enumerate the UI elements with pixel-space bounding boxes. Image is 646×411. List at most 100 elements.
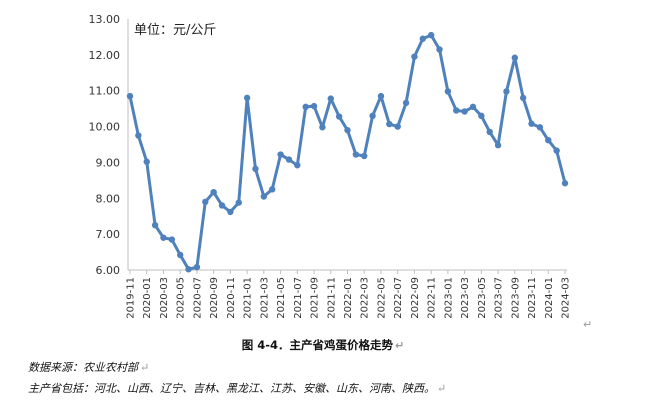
- data-point: [411, 53, 418, 60]
- data-point: [210, 188, 217, 196]
- x-tick-label: 2022-07: [393, 277, 404, 319]
- data-point: [511, 54, 519, 61]
- data-point: [135, 132, 142, 139]
- data-point: [536, 124, 544, 131]
- data-source-note: 数据来源：农业农村部 ↵: [28, 359, 149, 375]
- x-tick-label: 2024-03: [561, 277, 572, 319]
- x-tick-label: 2023-05: [477, 277, 488, 319]
- x-tick-label: 2023-11: [527, 277, 538, 319]
- data-point: [427, 31, 435, 39]
- figure-caption-text: 图 4-4．主产省鸡蛋价格走势: [241, 338, 394, 352]
- return-mark: ↵: [140, 361, 150, 374]
- x-tick-label: 2022-03: [360, 277, 371, 319]
- data-point: [302, 103, 309, 111]
- data-point: [168, 236, 176, 243]
- y-tick-label: 6.00: [96, 264, 121, 277]
- data-point: [269, 186, 276, 193]
- y-tick-label: 13.00: [89, 13, 121, 26]
- x-tick-label: 2021-11: [326, 277, 337, 319]
- data-point: [394, 123, 401, 130]
- data-point: [126, 92, 134, 100]
- y-tick-label: 7.00: [96, 228, 121, 241]
- data-point: [528, 120, 535, 127]
- data-point: [243, 94, 251, 102]
- data-point: [218, 202, 226, 209]
- data-point: [402, 99, 410, 107]
- provinces-note: 主产省包括：河北、山西、辽宁、吉林、黑龙江、江苏、安徽、山东、河南、陕西。 ↵: [28, 380, 446, 396]
- data-point: [436, 46, 443, 53]
- x-tick-label: 2020-09: [209, 277, 220, 319]
- y-tick-label: 11.00: [89, 85, 121, 98]
- data-point: [545, 136, 552, 144]
- x-tick-label: 2023-03: [460, 277, 471, 319]
- data-point: [344, 126, 351, 134]
- data-point: [185, 266, 192, 273]
- x-tick-label: 2020-01: [142, 277, 153, 319]
- data-point: [444, 88, 452, 95]
- data-point: [369, 112, 376, 120]
- data-point: [327, 95, 334, 102]
- data-point: [235, 199, 242, 206]
- data-point: [377, 92, 385, 100]
- data-point: [310, 102, 318, 110]
- data-point: [352, 151, 360, 158]
- data-point: [469, 103, 477, 111]
- data-point: [143, 158, 150, 165]
- figure-caption: 图 4-4．主产省鸡蛋价格走势 ↵: [0, 337, 646, 353]
- data-point: [335, 113, 343, 120]
- y-tick-label: 12.00: [89, 49, 121, 62]
- data-source-text: 数据来源：农业农村部: [28, 361, 138, 374]
- x-tick-label: 2021-03: [259, 277, 270, 319]
- y-tick-label: 9.00: [96, 156, 121, 169]
- x-tick-label: 2020-05: [176, 277, 187, 319]
- price-series-line: [128, 33, 567, 271]
- data-point: [176, 251, 184, 259]
- x-tick-label: 2021-07: [293, 277, 304, 319]
- data-point: [252, 165, 259, 173]
- return-mark: ↵: [583, 318, 593, 331]
- data-point: [519, 94, 527, 102]
- x-tick-label: 2024-01: [544, 277, 555, 319]
- data-point: [202, 198, 209, 206]
- y-tick-label: 8.00: [96, 192, 121, 205]
- data-point: [386, 120, 393, 128]
- x-tick-label: 2023-09: [510, 277, 521, 319]
- data-point: [260, 193, 268, 200]
- x-tick-label: 2020-03: [159, 277, 170, 319]
- return-mark: ↵: [437, 382, 447, 395]
- x-tick-label: 2021-05: [276, 277, 287, 319]
- x-tick-label: 2022-01: [343, 277, 354, 319]
- data-point: [277, 151, 284, 158]
- x-tick-label: 2019-11: [126, 277, 137, 319]
- x-tick-label: 2022-11: [427, 277, 438, 319]
- data-point: [319, 124, 326, 131]
- data-point: [503, 88, 510, 95]
- x-tick-label: 2021-09: [310, 277, 321, 319]
- data-point: [486, 128, 493, 136]
- x-tick-label: 2023-07: [494, 277, 505, 319]
- x-tick-label: 2022-05: [376, 277, 387, 319]
- data-point: [419, 35, 426, 42]
- x-tick-label: 2020-07: [192, 277, 203, 319]
- data-point: [151, 221, 159, 229]
- x-tick-label: 2023-01: [443, 277, 454, 319]
- data-point: [294, 162, 301, 169]
- unit-label: 单位：元/公斤: [134, 23, 216, 38]
- data-point: [193, 263, 201, 271]
- egg-price-line-chart: 6.00 7.00 8.00 9.00 10.00 11.00 12.00 13.00 2019…: [89, 13, 572, 319]
- data-point: [160, 234, 167, 241]
- return-mark: ↵: [395, 339, 405, 352]
- data-point: [561, 180, 569, 187]
- data-point: [453, 107, 460, 114]
- x-tick-label: 2021-01: [243, 277, 254, 319]
- provinces-text: 主产省包括：河北、山西、辽宁、吉林、黑龙江、江苏、安徽、山东、河南、陕西。: [28, 382, 435, 395]
- data-point: [361, 152, 368, 160]
- data-point: [461, 108, 468, 115]
- data-point: [227, 208, 234, 216]
- x-tick-label: 2020-11: [226, 277, 237, 319]
- x-tick-label: 2022-09: [410, 277, 421, 319]
- data-point: [478, 112, 485, 120]
- data-point: [285, 156, 293, 163]
- data-point: [553, 147, 560, 154]
- y-tick-label: 10.00: [89, 121, 121, 134]
